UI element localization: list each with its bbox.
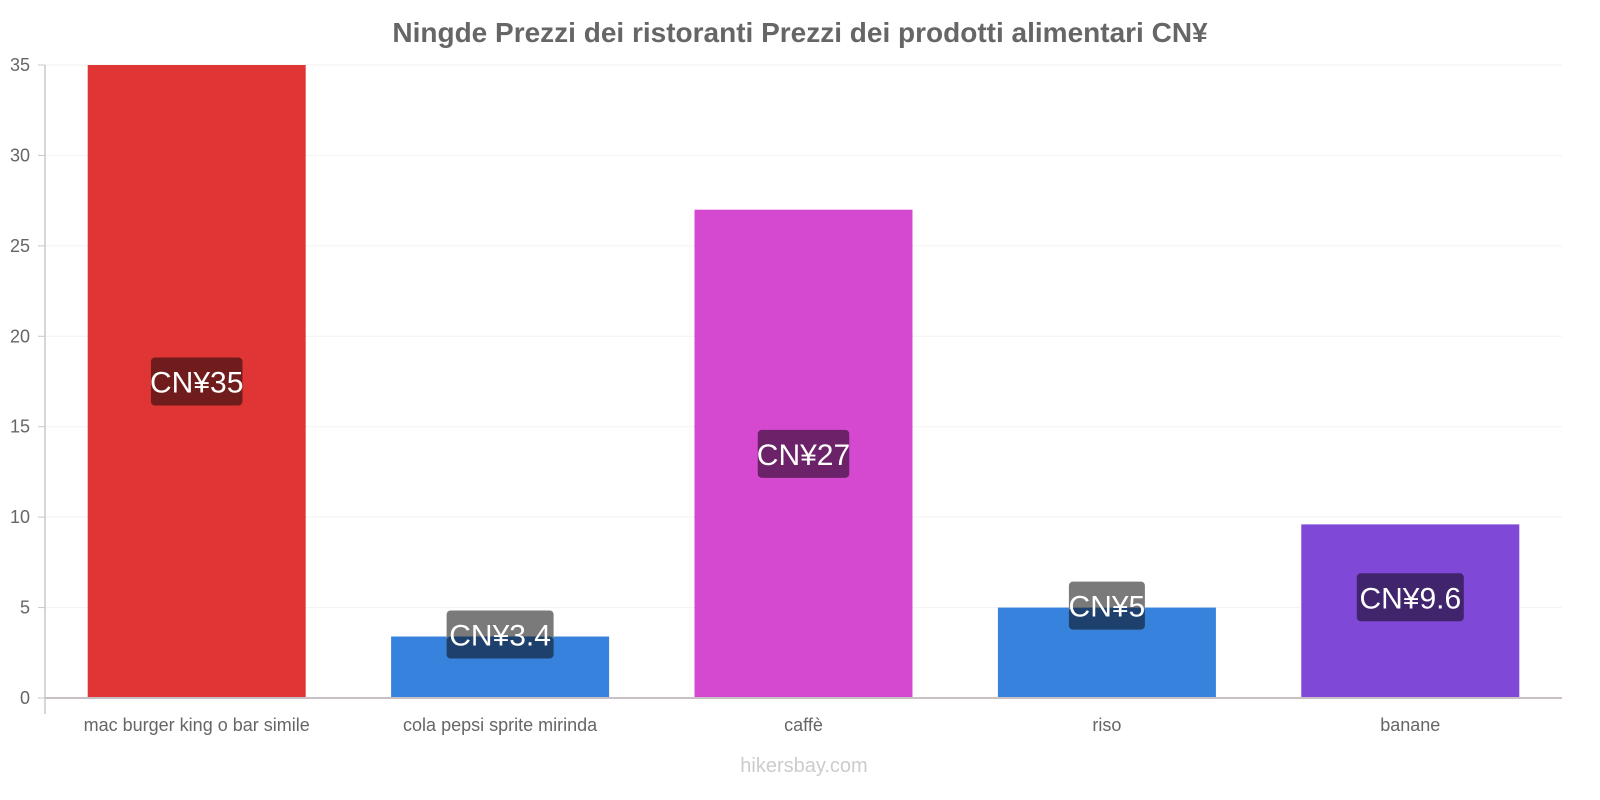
data-label: CN¥35 [150, 357, 243, 406]
y-tick-label: 30 [10, 145, 30, 165]
data-labels: CN¥35 CN¥3.4 CN¥27 CN¥5 CN¥9.6 [150, 357, 1464, 659]
data-label-bg [757, 429, 850, 478]
data-label: CN¥9.6 [1356, 573, 1464, 622]
x-category-label: banane [1380, 715, 1440, 735]
x-category-label: cola pepsi sprite mirinda [403, 715, 598, 735]
y-tick-label: 25 [10, 236, 30, 256]
data-label: CN¥5 [1068, 581, 1146, 630]
data-label-text: CN¥5 [1069, 591, 1146, 624]
data-label-text: CN¥3.4 [449, 620, 551, 653]
data-label: CN¥27 [757, 429, 850, 478]
x-category-label: caffè [784, 715, 823, 735]
y-tick-label: 0 [20, 688, 30, 708]
data-label-bg [150, 357, 243, 406]
data-label-text: CN¥9.6 [1359, 582, 1461, 615]
x-category-label: riso [1092, 715, 1121, 735]
x-axis-categories: mac burger king o bar simile cola pepsi s… [84, 715, 1441, 735]
y-tick-label: 10 [10, 507, 30, 527]
data-label: CN¥3.4 [446, 610, 554, 659]
y-tick-label: 20 [10, 326, 30, 346]
x-category-label: mac burger king o bar simile [84, 715, 310, 735]
y-tick-label: 35 [10, 55, 30, 75]
y-tick-label: 5 [20, 598, 30, 618]
bars [87, 65, 1520, 698]
data-label-text: CN¥35 [150, 367, 243, 400]
source-footer: hikersbay.com [740, 755, 867, 777]
data-label-bg [1356, 573, 1464, 622]
data-label-bg-overlap [1068, 607, 1145, 630]
y-tick-label: 15 [10, 417, 30, 437]
y-axis-ticks: 0 5 10 15 20 25 30 35 [10, 55, 45, 708]
data-label-bg-overlap [446, 636, 554, 659]
data-label-text: CN¥27 [757, 439, 850, 472]
chart-title: Ningde Prezzi dei ristoranti Prezzi dei … [392, 17, 1208, 48]
